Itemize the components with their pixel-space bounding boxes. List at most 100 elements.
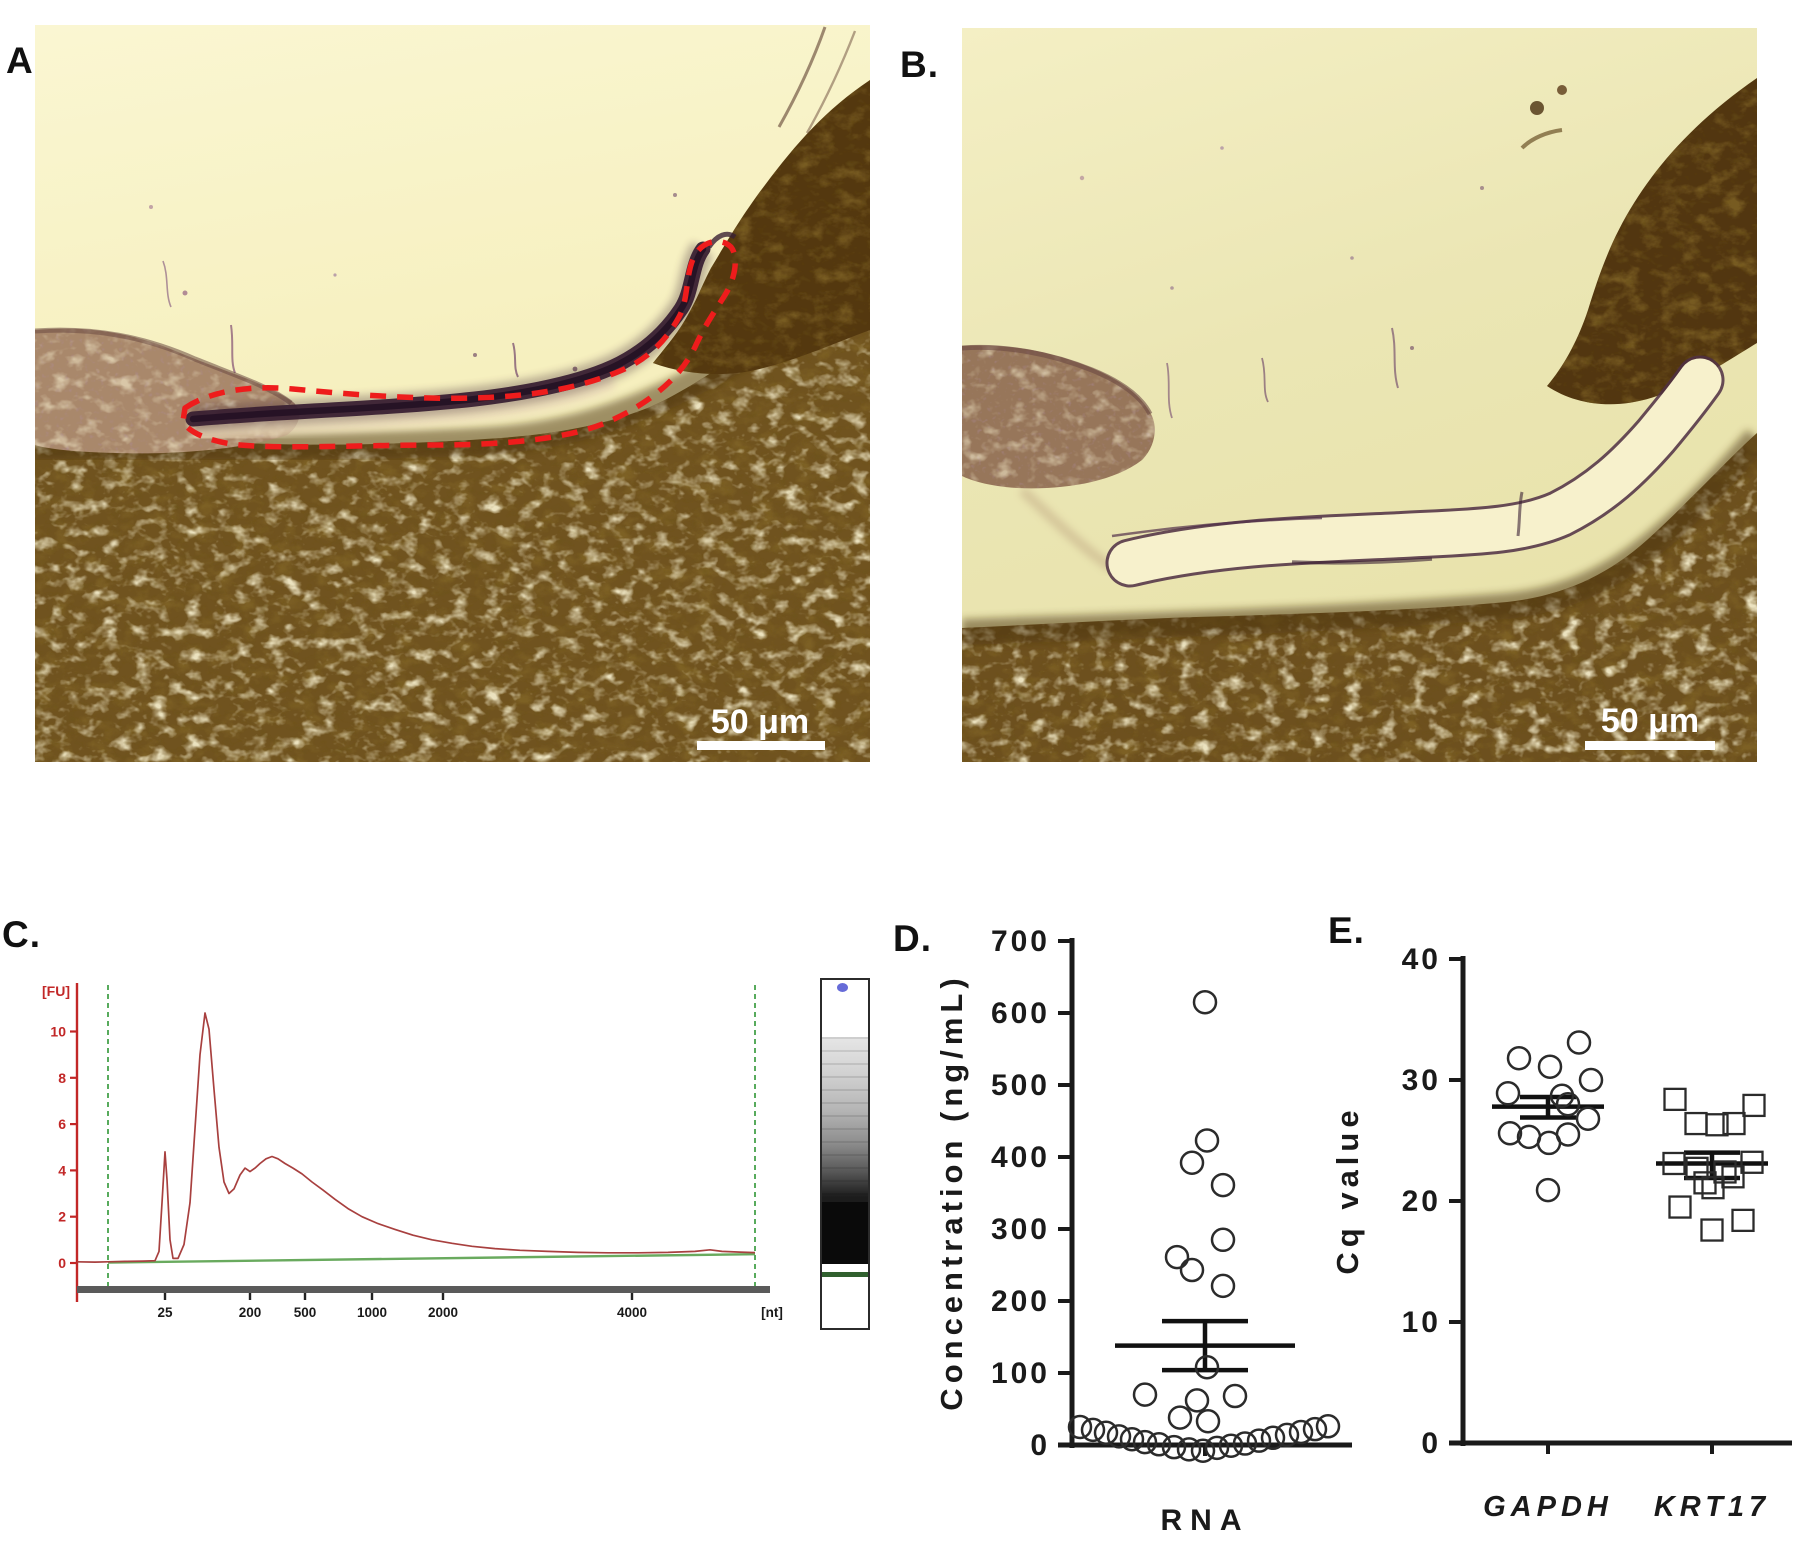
data-point-square <box>1668 1195 1692 1219</box>
data-point-square <box>1731 1208 1755 1233</box>
y-tick-label: 700 <box>991 925 1050 958</box>
data-point-circle <box>1535 1177 1561 1203</box>
micrograph-before-lcm: 50 μm <box>35 25 870 762</box>
data-point <box>1161 1434 1187 1460</box>
data-point <box>1210 1227 1236 1253</box>
data-point-square <box>1722 1111 1746 1136</box>
data-point <box>1190 1438 1216 1464</box>
data-point <box>1132 1382 1158 1407</box>
y-axis-title: Cq value <box>1330 1105 1365 1274</box>
data-point-circle <box>1497 1120 1523 1146</box>
data-point-square <box>1742 1093 1766 1118</box>
x-axis-bar <box>77 1286 770 1293</box>
data-point <box>1119 1426 1145 1452</box>
group-label: KRT17 <box>1654 1491 1770 1523</box>
data-point <box>1184 1388 1210 1413</box>
gel-well-marker <box>837 983 848 992</box>
data-point <box>1210 1172 1236 1198</box>
gel-lane <box>820 978 870 1330</box>
epithelium-band <box>185 241 715 432</box>
y-tick-label: 40 <box>1402 943 1441 976</box>
data-point-square <box>1700 1218 1724 1242</box>
gel-dark-band <box>822 1202 868 1264</box>
data-point <box>1260 1425 1286 1451</box>
scale-bar-a-line <box>697 741 825 750</box>
y-tick-label: 300 <box>991 1213 1050 1246</box>
micrograph-after-lcm: 50 μm <box>962 28 1757 762</box>
y-tick-label: 100 <box>991 1357 1050 1390</box>
x-tick-label: 500 <box>294 1305 317 1320</box>
data-point-square <box>1693 1171 1717 1195</box>
rna-trace <box>76 1012 756 1263</box>
data-point <box>1288 1419 1314 1445</box>
data-point-square <box>1701 1176 1725 1200</box>
data-point-square <box>1663 1087 1687 1112</box>
data-point <box>1164 1244 1190 1270</box>
data-point-square <box>1662 1151 1686 1176</box>
cq-value-plot: 0 10 20 30 40 Cq value GAPDH KRT17 <box>1330 943 1792 1523</box>
data-point-square <box>1684 1111 1708 1136</box>
panel-e-label: E. <box>1328 910 1365 951</box>
x-axis-unit: [nt] <box>761 1305 783 1320</box>
data-point-circle <box>1506 1045 1532 1071</box>
panel-d-label: D. <box>893 918 932 959</box>
y-axis-title: Concentration (ng/mL) <box>934 973 969 1410</box>
y-tick-label: 6 <box>58 1116 66 1132</box>
data-point-circle <box>1555 1122 1581 1147</box>
x-axis-label: RNA <box>1161 1504 1250 1537</box>
pale-strip <box>192 372 617 442</box>
ladder-trace <box>107 1253 756 1264</box>
data-point <box>1302 1416 1328 1442</box>
y-tick-label: 0 <box>58 1255 66 1271</box>
data-point <box>1080 1417 1106 1443</box>
scale-bar-b-text: 50 μm <box>1601 702 1699 740</box>
x-tick-label: 1000 <box>357 1305 387 1320</box>
data-point-square <box>1705 1113 1729 1137</box>
y-tick-label: 2 <box>58 1209 66 1225</box>
y-tick-label: 0 <box>1421 1427 1441 1460</box>
debris-specks <box>1079 146 1484 419</box>
y-tick-label: 400 <box>991 1141 1050 1174</box>
panel-b-label: B. <box>900 44 939 85</box>
panel-c-label: C. <box>2 914 41 955</box>
y-tick-label: 200 <box>991 1285 1050 1318</box>
data-point <box>1232 1431 1258 1456</box>
lcm-target-outline <box>180 238 738 450</box>
scale-bar-b: 50 μm <box>1585 702 1715 750</box>
data-point <box>1192 989 1218 1015</box>
y-tick-label: 8 <box>58 1070 66 1086</box>
tissue-mass-top-right <box>653 26 870 375</box>
dermis-tissue <box>35 285 870 762</box>
data-point <box>1204 1435 1230 1461</box>
data-point <box>1222 1383 1248 1409</box>
tissue-mass-top-right <box>1520 78 1757 405</box>
x-tick-label: 25 <box>157 1305 173 1320</box>
gel-gap <box>822 1264 868 1272</box>
data-point <box>1194 1128 1220 1153</box>
data-point <box>1315 1414 1341 1439</box>
excised-strip <box>1105 355 1725 588</box>
x-tick-label: 4000 <box>617 1305 647 1320</box>
epidermis-left-blob <box>962 344 1155 573</box>
gel-lower-marker-band <box>822 1272 868 1277</box>
data-point-circle <box>1495 1081 1521 1106</box>
data-point <box>1106 1424 1132 1449</box>
y-axis-unit: [FU] <box>42 983 70 999</box>
y-tick-label: 600 <box>991 997 1050 1030</box>
data-point <box>1132 1429 1158 1455</box>
data-point <box>1194 1354 1220 1380</box>
data-point <box>1167 1405 1193 1430</box>
scale-bar-b-line <box>1585 741 1715 750</box>
debris-specks <box>149 193 677 378</box>
data-point <box>1195 1408 1221 1434</box>
dermis-tissue <box>962 429 1757 762</box>
data-point <box>1218 1433 1244 1458</box>
data-point-circle <box>1537 1054 1563 1079</box>
data-point-circle <box>1555 1091 1581 1117</box>
data-point <box>1093 1420 1119 1446</box>
data-point <box>1179 1150 1205 1176</box>
data-point-square <box>1740 1150 1764 1174</box>
data-point <box>1146 1432 1172 1457</box>
data-point-circle <box>1575 1106 1601 1131</box>
